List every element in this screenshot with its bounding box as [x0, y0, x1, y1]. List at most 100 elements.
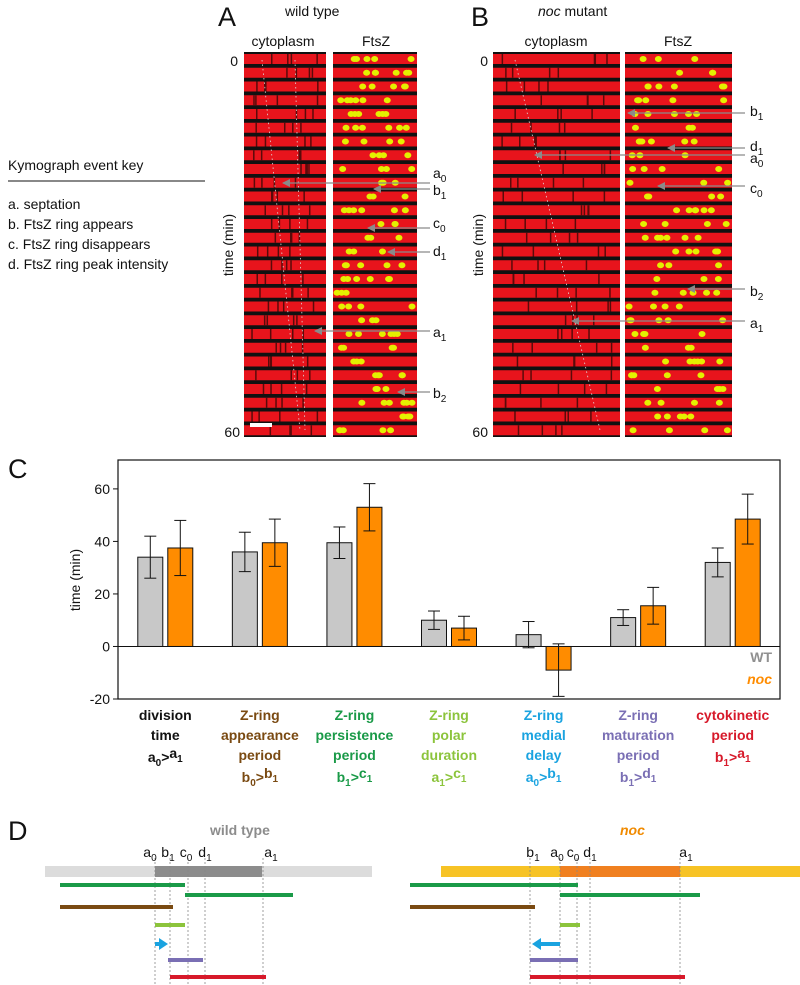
- ftsz-spot: [676, 69, 684, 76]
- event-label: d1: [198, 844, 212, 864]
- event-letter: d: [583, 844, 591, 860]
- kymograph-stripe: [244, 81, 326, 92]
- formula-part: 1: [556, 774, 562, 785]
- ftsz-spot: [701, 427, 709, 434]
- event-letter: d: [433, 243, 441, 259]
- category-label: Z-ring: [240, 707, 280, 723]
- error-bar: [552, 643, 565, 697]
- formula-part: >: [445, 769, 453, 785]
- kymograph-stripe: [244, 95, 326, 106]
- formula-part: b: [620, 769, 629, 785]
- event-label: a0: [750, 150, 764, 170]
- ftsz-spot: [342, 289, 350, 296]
- kymograph-stripe: [493, 177, 620, 188]
- ftsz-spot: [408, 166, 416, 172]
- ftsz-spot: [343, 97, 351, 104]
- event-label: c0: [433, 215, 446, 235]
- kymograph-stripe: [493, 384, 620, 394]
- event-sub: 1: [441, 333, 447, 344]
- event-letter: a: [143, 844, 151, 860]
- ftsz-spot: [716, 358, 724, 365]
- key-item: a. septation: [8, 196, 80, 212]
- ftsz-spot: [631, 331, 639, 337]
- column-label: cytoplasm: [524, 33, 587, 49]
- ftsz-spot: [644, 399, 652, 406]
- ftsz-spot: [352, 97, 360, 104]
- ftsz-spot: [662, 358, 670, 365]
- ftsz-spot: [692, 248, 700, 255]
- error-bar: [617, 609, 630, 626]
- ftsz-spot: [373, 386, 381, 392]
- y-tick-label: 60: [94, 481, 110, 497]
- ftsz-spot: [676, 413, 684, 420]
- ftsz-spot: [631, 111, 639, 117]
- kymograph-stripe: [333, 95, 417, 106]
- kymograph-stripe: [625, 122, 732, 133]
- event-label: b1: [526, 844, 540, 864]
- kymograph-stripe: [625, 260, 732, 271]
- legend-entry: noc: [747, 671, 772, 687]
- event-sub: 1: [687, 853, 693, 864]
- ftsz-spot: [359, 97, 367, 104]
- kymograph-stripe: [244, 109, 326, 119]
- panel-letter: B: [471, 2, 489, 32]
- kymograph-stripe: [244, 397, 326, 408]
- kymograph-stripe: [244, 356, 326, 367]
- ftsz-spot: [681, 234, 689, 241]
- panel-title: wild type: [209, 822, 270, 838]
- kymograph-stripe: [493, 370, 620, 381]
- kymograph-stripe: [333, 109, 417, 119]
- kymograph-stripe: [244, 425, 326, 436]
- formula-part: 0: [156, 758, 162, 769]
- ftsz-spot: [401, 83, 409, 90]
- panel-letter: C: [8, 454, 28, 484]
- ftsz-spot: [399, 413, 407, 420]
- ftsz-spot: [396, 124, 404, 131]
- y-tick-label: 20: [94, 586, 110, 602]
- ftsz-spot: [639, 56, 647, 62]
- event-sub: 1: [758, 324, 764, 335]
- kymograph-stripe: [333, 342, 417, 353]
- formula-part: b: [715, 749, 724, 765]
- ftsz-spot: [653, 386, 661, 392]
- event-label: a0: [550, 844, 564, 864]
- event-letter: c: [750, 180, 757, 196]
- lineage-trace: [261, 59, 301, 431]
- ftsz-spot: [691, 56, 699, 62]
- ftsz-spot: [670, 111, 678, 117]
- ftsz-spot: [358, 399, 366, 406]
- kymograph-stripe: [333, 219, 417, 229]
- kymograph-stripe: [493, 109, 620, 119]
- category-label: medial: [521, 727, 565, 743]
- kymograph-stripe: [244, 67, 326, 78]
- ftsz-spot: [641, 331, 649, 337]
- event-label: a0: [433, 165, 447, 185]
- ftsz-spot: [722, 221, 730, 227]
- ftsz-spot: [703, 221, 711, 227]
- panel-title: wild type: [284, 3, 340, 19]
- ftsz-spot: [404, 152, 412, 159]
- kymograph-stripe: [244, 287, 326, 298]
- ftsz-spot: [341, 138, 349, 145]
- category-label: division: [139, 707, 192, 723]
- axis-label: time (min): [470, 214, 486, 276]
- bar: [326, 542, 353, 647]
- event-label: b2: [433, 385, 447, 405]
- formula-part: b: [547, 765, 556, 781]
- event-letter: a: [433, 165, 441, 181]
- kymograph-stripe: [244, 260, 326, 271]
- ftsz-spot: [345, 331, 353, 337]
- kymograph-stripe: [493, 246, 620, 257]
- kymograph-stripe: [333, 425, 417, 436]
- ftsz-spot: [654, 56, 662, 62]
- ftsz-spot: [690, 358, 698, 365]
- kymograph-stripe: [244, 191, 326, 202]
- ftsz-spot: [382, 166, 390, 172]
- category-label: Z-ring: [618, 707, 658, 723]
- formula-part: a: [169, 745, 177, 761]
- event-sub: 1: [272, 853, 278, 864]
- event-sub: 2: [758, 292, 764, 303]
- category-formula: b0>b1: [242, 765, 279, 789]
- kymograph-stripe: [493, 287, 620, 298]
- ftsz-spot: [657, 399, 665, 406]
